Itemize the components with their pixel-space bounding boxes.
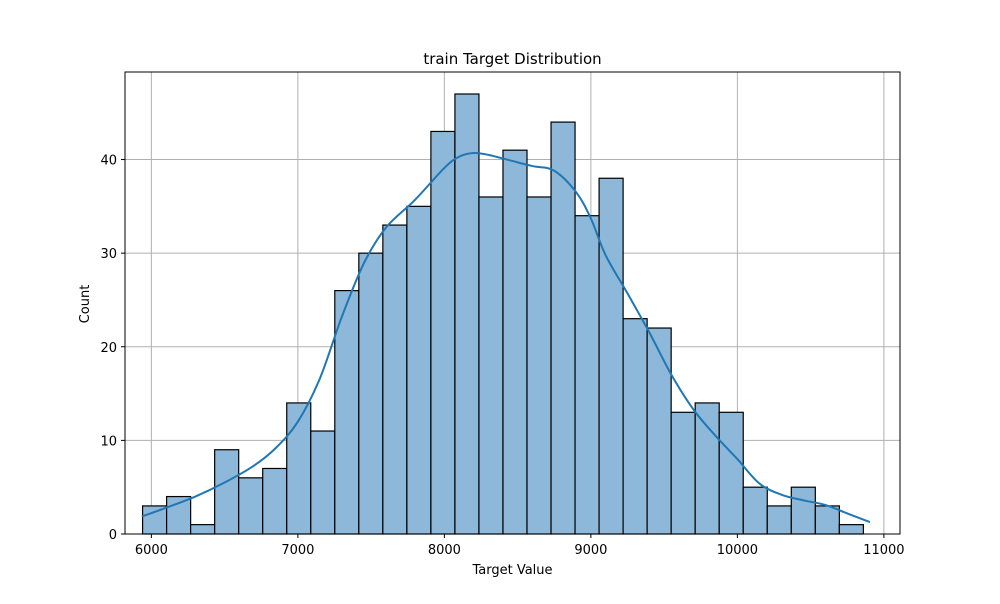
histogram-bar [262, 467, 288, 535]
histogram-bar [598, 177, 624, 535]
histogram-bar [502, 149, 528, 535]
histogram-bar [550, 121, 576, 535]
histogram-bar [766, 505, 792, 535]
histogram-bar [286, 402, 312, 535]
plot-frame [124, 71, 901, 535]
y-tick-label: 20 [100, 341, 117, 356]
x-tick-label: 7000 [281, 543, 314, 558]
histogram-bar [526, 196, 552, 535]
x-tick-label: 10000 [717, 543, 758, 558]
histogram-bar [190, 524, 216, 535]
histogram-bar [406, 205, 432, 535]
histogram-bar [334, 289, 360, 535]
x-tick-label: 11000 [863, 543, 904, 558]
histogram-bar [814, 505, 840, 535]
histogram-bar [382, 224, 408, 535]
histogram-bar [310, 430, 336, 535]
histogram-bar [646, 327, 672, 535]
histogram-bar [838, 524, 864, 535]
kde-curve-layer [141, 151, 871, 523]
histogram-bar [430, 130, 456, 535]
kde-line [141, 151, 871, 523]
y-axis-label: Count [78, 285, 93, 324]
x-tick-label: 8000 [428, 543, 461, 558]
y-tick-label: 10 [100, 434, 117, 449]
histogram-bar [454, 93, 480, 535]
histogram-bar [694, 402, 720, 535]
histogram-bar [238, 477, 264, 535]
histogram-bar [214, 449, 240, 535]
histogram-bar [358, 252, 384, 535]
x-axis-ticks: 6000 7000 8000 9000 10000 11000 [135, 534, 905, 558]
y-tick-label: 0 [109, 528, 117, 543]
histogram-bar [478, 196, 504, 535]
x-tick-label: 9000 [574, 543, 607, 558]
chart-title: train Target Distribution [423, 50, 601, 68]
x-axis-label: Target Value [471, 563, 552, 578]
histogram-bar [622, 318, 648, 535]
histogram-bars [141, 93, 864, 535]
histogram-bar [790, 486, 816, 535]
histogram-bar [742, 486, 768, 535]
y-tick-label: 30 [100, 247, 117, 262]
histogram-bar [574, 215, 600, 535]
histogram-bar [718, 411, 744, 535]
histogram-bar [670, 411, 696, 535]
y-axis-ticks: 0 10 20 30 40 [100, 154, 125, 543]
x-tick-label: 6000 [135, 543, 168, 558]
histogram-bar [141, 505, 168, 535]
y-tick-label: 40 [100, 154, 117, 169]
